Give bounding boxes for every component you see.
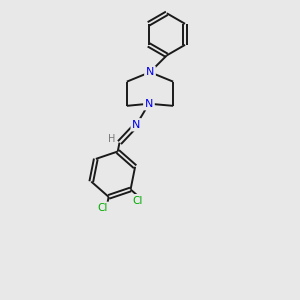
Text: Cl: Cl — [98, 203, 108, 213]
Text: N: N — [146, 67, 154, 77]
Text: H: H — [109, 134, 116, 145]
Text: Cl: Cl — [133, 196, 143, 206]
Text: N: N — [132, 120, 140, 130]
Text: N: N — [145, 99, 153, 109]
